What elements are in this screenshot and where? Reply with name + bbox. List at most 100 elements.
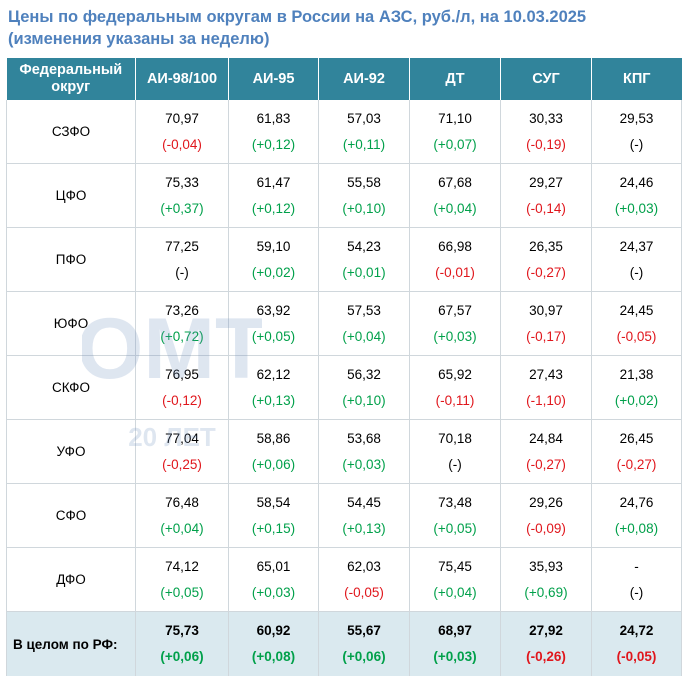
price-change: (-) bbox=[629, 264, 644, 280]
price-cell-dt: 71,10 (+0,07) bbox=[409, 100, 501, 164]
price-value: 24,72 bbox=[619, 623, 654, 638]
price-value: 55,67 bbox=[347, 623, 381, 638]
price-value: 59,10 bbox=[256, 238, 291, 254]
table-row: СЗФО 70,97 (-0,04) 61,83 (+0,12) 57,03 (+0,11)… bbox=[6, 100, 682, 164]
price-change: (-) bbox=[175, 264, 189, 280]
price-change: (-1,10) bbox=[526, 392, 566, 408]
price-value: 24,45 bbox=[619, 302, 654, 318]
price-change: (+0,13) bbox=[342, 520, 386, 536]
price-cell-ai92: 54,23 (+0,01) bbox=[318, 227, 410, 292]
price-cell-sug: 27,92 (-0,26) bbox=[500, 611, 592, 676]
price-change: (-0,17) bbox=[526, 328, 566, 344]
header-dt: ДТ bbox=[409, 58, 501, 100]
price-value: 35,93 bbox=[529, 558, 563, 574]
price-change: (-0,14) bbox=[526, 200, 566, 216]
price-value: 76,48 bbox=[165, 494, 199, 510]
price-change: (+0,06) bbox=[251, 456, 296, 472]
price-cell-kpg: 24,37 (-) bbox=[591, 227, 682, 292]
price-change: (-) bbox=[629, 136, 644, 152]
price-value: 75,45 bbox=[438, 558, 472, 574]
price-cell-sug: 27,43 (-1,10) bbox=[500, 355, 592, 420]
price-cell-sug: 30,33 (-0,19) bbox=[500, 100, 592, 164]
price-cell-ai98: 77,25 (-) bbox=[135, 227, 229, 292]
price-cell-ai92: 57,03 (+0,11) bbox=[318, 100, 410, 164]
price-value: 56,32 bbox=[347, 366, 381, 382]
price-value: 67,57 bbox=[438, 302, 472, 318]
price-cell-ai92: 56,32 (+0,10) bbox=[318, 355, 410, 420]
price-value: 54,45 bbox=[347, 494, 381, 510]
price-cell-ai95: 61,47 (+0,12) bbox=[228, 163, 319, 228]
price-change: (+0,02) bbox=[614, 392, 659, 408]
price-change: (-0,27) bbox=[616, 456, 657, 472]
price-value: 27,43 bbox=[529, 366, 563, 382]
fuel-prices-table: Федеральный округ АИ-98/100 АИ-95 АИ-92 … bbox=[6, 58, 682, 676]
price-cell-ai95: 58,86 (+0,06) bbox=[228, 419, 319, 484]
region-cell: ЮФО bbox=[6, 291, 136, 356]
price-cell-ai98: 73,26 (+0,72) bbox=[135, 291, 229, 356]
price-cell-ai98: 76,95 (-0,12) bbox=[135, 355, 229, 420]
price-value: 74,12 bbox=[165, 558, 199, 574]
price-cell-dt: 67,68 (+0,04) bbox=[409, 163, 501, 228]
price-change: (+0,08) bbox=[251, 649, 296, 664]
price-change: (+0,10) bbox=[342, 200, 386, 216]
price-value: 75,33 bbox=[165, 174, 199, 190]
price-value: 70,18 bbox=[438, 430, 472, 446]
price-change: (+0,03) bbox=[614, 200, 659, 216]
price-cell-dt: 68,97 (+0,03) bbox=[409, 611, 501, 676]
price-cell-dt: 67,57 (+0,03) bbox=[409, 291, 501, 356]
header-region: Федеральный округ bbox=[6, 58, 136, 100]
price-cell-kpg: 24,45 (-0,05) bbox=[591, 291, 682, 356]
price-cell-sug: 24,84 (-0,27) bbox=[500, 419, 592, 484]
price-change: (+0,08) bbox=[614, 520, 659, 536]
price-value: 30,97 bbox=[529, 302, 563, 318]
price-cell-sug: 29,26 (-0,09) bbox=[500, 483, 592, 548]
price-cell-ai92: 57,53 (+0,04) bbox=[318, 291, 410, 356]
price-change: (+0,13) bbox=[251, 392, 296, 408]
price-value: 67,68 bbox=[438, 174, 472, 190]
page-title: Цены по федеральным округам в России на … bbox=[8, 6, 678, 50]
price-value: 61,83 bbox=[256, 110, 291, 126]
price-change: (-) bbox=[629, 584, 644, 600]
price-cell-sug: 29,27 (-0,14) bbox=[500, 163, 592, 228]
price-cell-sug: 26,35 (-0,27) bbox=[500, 227, 592, 292]
header-sug: СУГ bbox=[500, 58, 592, 100]
price-value: 57,53 bbox=[347, 302, 381, 318]
table-row: ПФО 77,25 (-) 59,10 (+0,02) 54,23 (+0,01) 66,98… bbox=[6, 227, 682, 292]
price-cell-ai95: 65,01 (+0,03) bbox=[228, 547, 319, 612]
price-value: 73,26 bbox=[165, 302, 199, 318]
price-value: 29,26 bbox=[529, 494, 563, 510]
price-cell-ai98: 74,12 (+0,05) bbox=[135, 547, 229, 612]
table-row: ДФО 74,12 (+0,05) 65,01 (+0,03) 62,03 (-0,05) 7… bbox=[6, 547, 682, 612]
price-cell-ai92: 53,68 (+0,03) bbox=[318, 419, 410, 484]
price-change: (-0,11) bbox=[435, 392, 475, 408]
header-kpg: КПГ bbox=[591, 58, 682, 100]
table-row: СФО 76,48 (+0,04) 58,54 (+0,15) 54,45 (+0,13) 7… bbox=[6, 483, 682, 548]
price-value: 29,53 bbox=[619, 110, 654, 126]
table-row: СКФО 76,95 (-0,12) 62,12 (+0,13) 56,32 (+0,10)… bbox=[6, 355, 682, 420]
price-change: (-0,25) bbox=[162, 456, 202, 472]
price-cell-kpg: 24,72 (-0,05) bbox=[591, 611, 682, 676]
price-cell-kpg: 24,46 (+0,03) bbox=[591, 163, 682, 228]
price-value: 62,12 bbox=[256, 366, 291, 382]
price-change: (+0,05) bbox=[433, 520, 477, 536]
price-cell-dt: 73,48 (+0,05) bbox=[409, 483, 501, 548]
price-change: (+0,69) bbox=[524, 584, 568, 600]
header-ai95: АИ-95 bbox=[228, 58, 319, 100]
price-change: (-0,05) bbox=[344, 584, 384, 600]
price-cell-dt: 65,92 (-0,11) bbox=[409, 355, 501, 420]
price-value: 30,33 bbox=[529, 110, 563, 126]
price-cell-ai92: 55,67 (+0,06) bbox=[318, 611, 410, 676]
price-cell-ai95: 61,83 (+0,12) bbox=[228, 100, 319, 164]
price-change: (+0,12) bbox=[251, 200, 296, 216]
price-value: 54,23 bbox=[347, 238, 381, 254]
price-change: (+0,03) bbox=[433, 649, 477, 664]
header-ai98: АИ-98/100 bbox=[135, 58, 229, 100]
total-row: В целом по РФ: 75,73 (+0,06) 60,92 (+0,08) 55… bbox=[6, 611, 682, 676]
price-change: (+0,07) bbox=[433, 136, 477, 152]
region-cell: СЗФО bbox=[6, 100, 136, 164]
total-label: В целом по РФ: bbox=[6, 611, 136, 676]
table-row: ЮФО 73,26 (+0,72) 63,92 (+0,05) 57,53 (+0,04) 6… bbox=[6, 291, 682, 356]
price-value: 24,84 bbox=[529, 430, 563, 446]
price-value: 60,92 bbox=[256, 623, 291, 638]
price-change: (-0,19) bbox=[526, 136, 566, 152]
